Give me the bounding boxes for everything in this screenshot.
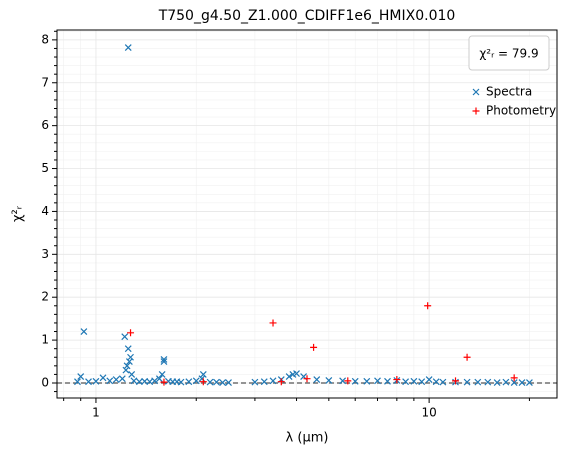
y-axis-label: χ²ᵣ: [11, 205, 26, 222]
data-point: [127, 353, 134, 361]
data-point: [124, 44, 132, 52]
data-point: [160, 355, 168, 363]
data-point: [269, 319, 277, 327]
data-point: [219, 379, 227, 386]
data-point: [151, 377, 159, 385]
y-tick-label: 0: [41, 375, 49, 389]
data-point: [344, 377, 352, 385]
data-point: [439, 378, 447, 386]
data-point: [198, 375, 206, 383]
data-point: [125, 358, 133, 365]
data-point: [363, 377, 371, 385]
data-point: [518, 379, 526, 386]
chart-title: T750_g4.50_Z1.000_CDIFF1e6_HMIX0.010: [158, 8, 456, 24]
data-point: [293, 370, 300, 377]
data-point: [213, 378, 220, 386]
data-point: [339, 377, 347, 385]
data-point: [310, 343, 318, 351]
data-point: [325, 376, 333, 384]
data-point: [127, 329, 135, 337]
x-axis-label: λ (μm): [286, 431, 329, 446]
data-point: [155, 375, 163, 383]
data-point: [313, 376, 321, 383]
y-tick-label: 2: [41, 290, 49, 304]
data-point: [130, 377, 138, 385]
y-tick-label: 5: [41, 161, 49, 175]
data-point: [92, 377, 100, 385]
data-point: [384, 377, 391, 385]
plot-frame: [56, 29, 558, 399]
y-tick-label: 6: [41, 118, 49, 132]
data-point: [277, 378, 285, 386]
data-point: [402, 378, 410, 386]
y-tick-label: 3: [41, 247, 49, 261]
annotation: χ²ᵣ = 79.9: [479, 47, 538, 61]
data-point: [410, 377, 418, 385]
data-point: [121, 333, 129, 341]
data-point: [177, 378, 185, 386]
data-point: [118, 375, 126, 383]
data-point: [185, 378, 193, 386]
data-point: [502, 378, 510, 386]
data-point: [199, 370, 207, 378]
data-point: [510, 379, 518, 386]
legend-marker: [472, 107, 480, 115]
data-point: [80, 328, 88, 335]
data-point: [99, 374, 107, 382]
data-point: [303, 375, 311, 383]
data-point: [124, 345, 132, 353]
data-point: [484, 378, 492, 386]
data-point: [285, 373, 293, 380]
data-point: [106, 377, 114, 385]
data-point: [128, 370, 136, 378]
y-tick-label: 4: [41, 204, 49, 218]
data-point: [425, 376, 433, 383]
data-point: [269, 377, 277, 385]
data-point: [260, 378, 268, 386]
data-point: [160, 378, 168, 386]
data-point: [225, 379, 232, 386]
data-point: [351, 377, 359, 385]
data-point: [158, 370, 166, 378]
data-point: [160, 358, 168, 365]
data-point: [432, 378, 440, 386]
annotation-box: [468, 35, 550, 71]
data-point: [463, 353, 471, 361]
data-point: [74, 378, 81, 386]
data-point: [122, 366, 130, 374]
data-point: [474, 378, 482, 386]
y-tick-label: 1: [41, 333, 49, 347]
data-point: [463, 378, 471, 386]
data-point: [393, 376, 401, 384]
data-point: [123, 362, 131, 370]
data-point: [251, 378, 259, 386]
data-point: [452, 377, 460, 385]
data-point: [525, 379, 533, 386]
data-point: [199, 378, 207, 386]
y-tick-label: 7: [41, 75, 49, 89]
legend-label: Spectra: [486, 85, 532, 99]
data-point: [206, 378, 214, 386]
data-point: [192, 377, 200, 385]
legend-marker: [472, 88, 480, 96]
data-point: [85, 378, 92, 386]
data-point: [418, 378, 426, 386]
data-point: [493, 379, 501, 386]
data-point: [77, 373, 85, 380]
data-point: [424, 302, 432, 310]
data-point: [112, 376, 120, 383]
y-tick-label: 8: [41, 32, 49, 46]
x-tick-label: 1: [92, 406, 100, 420]
data-point: [374, 377, 381, 385]
x-tick-label: 10: [421, 406, 436, 420]
data-point: [510, 374, 518, 382]
legend-label: Photometry: [486, 104, 556, 118]
